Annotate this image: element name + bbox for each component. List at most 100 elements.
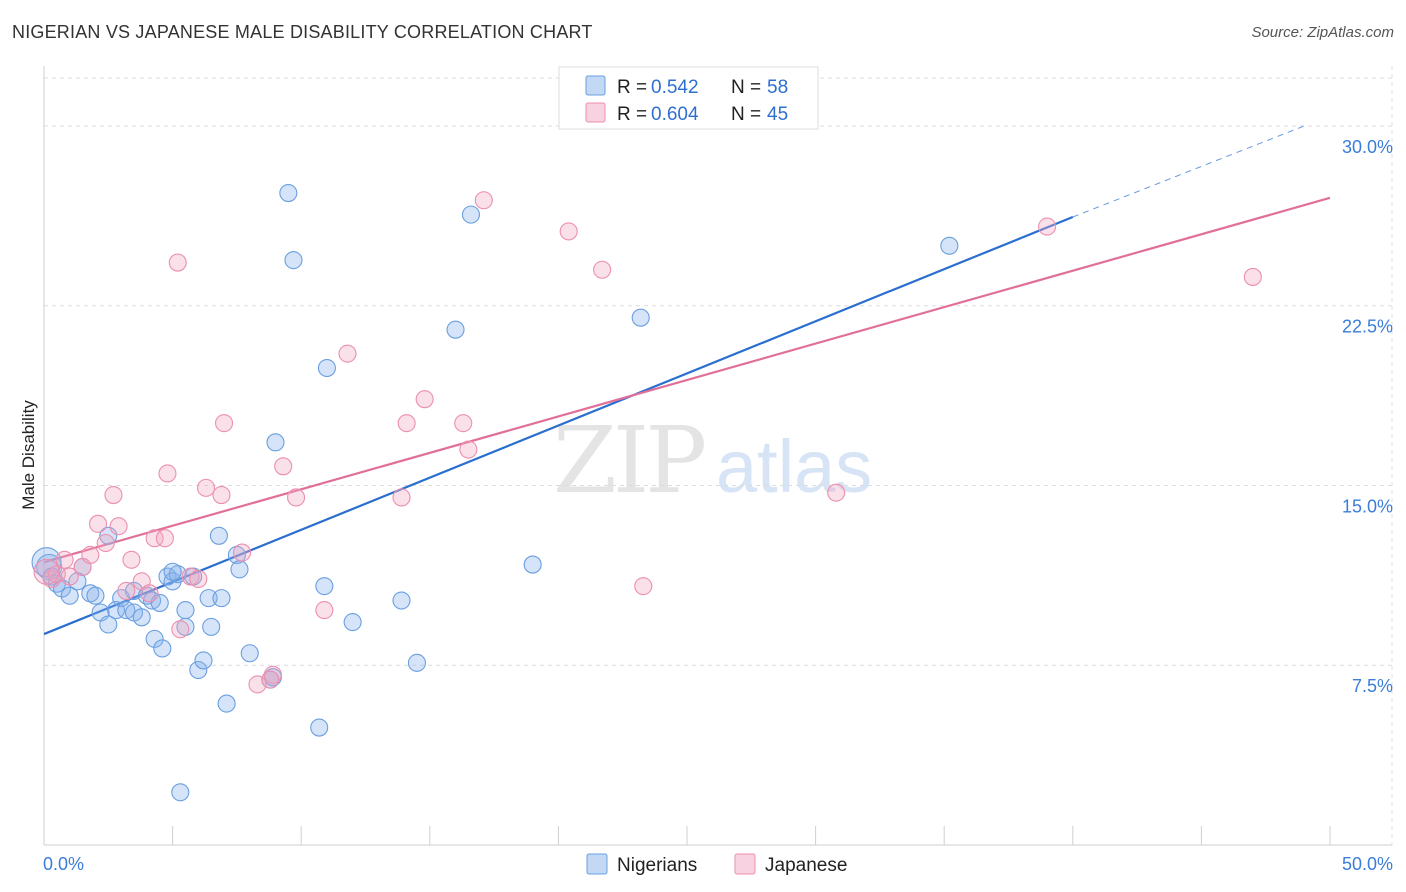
japanese-point [140, 584, 159, 603]
y-tick-label: 15.0% [1342, 496, 1393, 516]
nigerian-point [60, 586, 79, 605]
japanese-point [155, 529, 174, 548]
legend-swatch-nigerians [585, 75, 606, 96]
japanese-point [33, 558, 60, 585]
japanese-point [315, 601, 334, 620]
data-points [31, 184, 1262, 802]
japanese-point [60, 567, 79, 586]
top-legend: R = 0.542 N = 58 R = 0.604 N = 45 [558, 66, 819, 130]
legend-swatch-japanese [585, 102, 606, 123]
japanese-point [459, 440, 478, 459]
japanese-point [122, 550, 141, 569]
japanese-point [338, 344, 357, 363]
axes [43, 66, 1393, 846]
y-axis-label: Male Disability [19, 400, 38, 510]
trend-lines [43, 125, 1331, 636]
japanese-point [104, 486, 123, 505]
nigerian-point [212, 589, 231, 608]
nigerian-point [310, 718, 329, 737]
legend-n-label: N = [731, 77, 761, 98]
nigerian-point [202, 617, 221, 636]
legend-r-label: R = [617, 104, 647, 125]
japanese-point [415, 390, 434, 409]
legend-n-value: 45 [767, 104, 788, 125]
nigerian-point [217, 694, 236, 713]
nigerian-point [343, 613, 362, 632]
japanese-point [117, 581, 136, 600]
japanese-trend-line [43, 196, 1331, 564]
japanese-point [145, 529, 164, 548]
japanese-point [1243, 267, 1262, 286]
nigerian-point [240, 644, 259, 663]
japanese-point [474, 191, 493, 210]
nigerian-point [99, 615, 118, 634]
japanese-point [397, 414, 416, 433]
nigerian-point [176, 601, 195, 620]
japanese-point [827, 483, 846, 502]
japanese-point [287, 488, 306, 507]
nigerian-point [132, 608, 151, 627]
legend-r-label: R = [617, 77, 647, 98]
japanese-point [109, 517, 128, 536]
bottom-legend-nigerians: Nigerians [617, 855, 697, 876]
y-tick-label: 7.5% [1352, 676, 1393, 696]
nigerian-point [940, 236, 959, 255]
nigerian-trend-extension [1072, 125, 1305, 218]
x-tick-label: 0.0% [43, 854, 84, 874]
japanese-point [196, 478, 216, 497]
japanese-point [392, 488, 411, 507]
bottom-legend: Nigerians Japanese [586, 853, 847, 876]
bottom-legend-japanese: Japanese [765, 855, 847, 876]
nigerian-point [461, 205, 481, 224]
nigerian-point [163, 562, 182, 581]
nigerian-point [189, 660, 208, 680]
japanese-point [263, 665, 282, 684]
japanese-point [1038, 217, 1057, 236]
japanese-point [559, 222, 578, 241]
bottom-legend-swatch-japanese [734, 853, 756, 875]
nigerian-point [279, 184, 298, 203]
japanese-point [214, 414, 234, 433]
japanese-point [634, 577, 653, 596]
watermark-zip: ZIP [553, 407, 704, 514]
japanese-point [42, 569, 61, 588]
japanese-point [96, 533, 115, 553]
japanese-point [232, 543, 252, 562]
nigerian-point [407, 653, 426, 672]
nigerian-point [106, 601, 126, 620]
nigerian-point [266, 433, 285, 452]
japanese-point [171, 620, 190, 639]
nigerian-point [31, 547, 62, 578]
watermark-atlas: atlas [716, 425, 872, 508]
nigerian-point [446, 320, 465, 339]
bottom-legend-swatch-nigerians [586, 853, 608, 875]
nigerian-point [631, 308, 650, 327]
japanese-point [593, 260, 612, 279]
japanese-point [454, 414, 473, 433]
nigerian-point [86, 586, 105, 605]
japanese-point [168, 253, 187, 272]
legend-r-value: 0.604 [651, 104, 699, 125]
nigerian-point [171, 783, 190, 802]
japanese-point [88, 514, 108, 533]
nigerian-point [317, 358, 336, 378]
nigerian-point [230, 560, 249, 579]
nigerian-point [523, 555, 542, 574]
source-label: Source: ZipAtlas.com [1251, 24, 1394, 41]
y-tick-label: 22.5% [1342, 317, 1393, 337]
y-tick-label: 30.0% [1342, 137, 1393, 157]
japanese-point [158, 464, 177, 483]
nigerian-point [392, 591, 411, 610]
nigerian-point [194, 651, 213, 670]
japanese-point [189, 569, 208, 588]
nigerian-point [209, 526, 228, 545]
legend-n-label: N = [731, 104, 761, 125]
nigerian-point [199, 589, 218, 608]
legend-n-value: 58 [767, 77, 788, 98]
chart-title: NIGERIAN VS JAPANESE MALE DISABILITY COR… [12, 22, 593, 42]
japanese-point [55, 550, 74, 569]
tick-labels: 7.5% 15.0% 22.5% 30.0% 0.0% 50.0% [43, 137, 1393, 874]
nigerian-point [153, 639, 172, 658]
nigerian-point [284, 251, 303, 270]
